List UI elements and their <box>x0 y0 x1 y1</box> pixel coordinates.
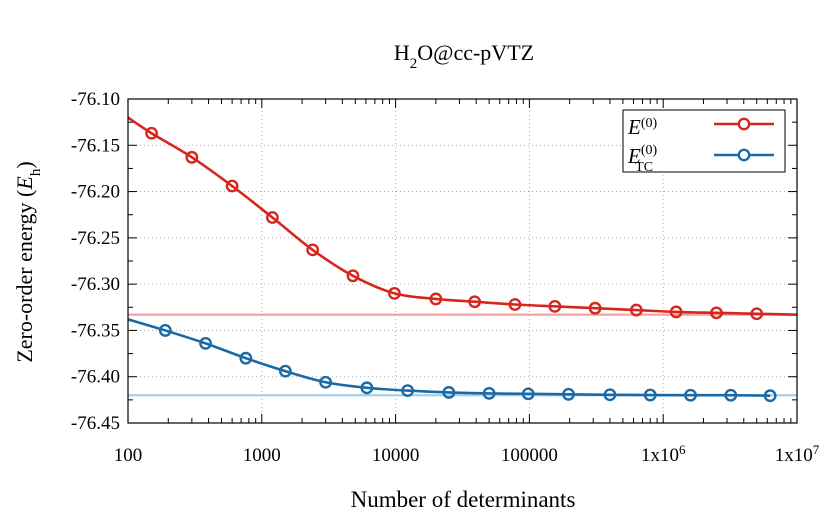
y-tick-label: -76.40 <box>71 367 120 388</box>
data-point <box>388 286 401 300</box>
series-0 <box>127 116 798 321</box>
data-point <box>643 388 657 402</box>
reference-lines <box>128 313 797 397</box>
legend: E(0) E(0) TC <box>622 109 786 175</box>
legend-symbol-e0 <box>714 117 774 131</box>
y-tick-label: -76.15 <box>71 135 120 156</box>
y-tick-label: -76.10 <box>71 89 120 110</box>
x-tick-label: 1x106 <box>641 442 686 467</box>
data-point <box>763 389 777 403</box>
data-point <box>750 307 764 321</box>
data-point <box>629 303 643 317</box>
series-1 <box>127 318 777 403</box>
y-tick-label: -76.45 <box>71 413 120 434</box>
data-point <box>265 211 279 224</box>
legend-symbol-etc <box>714 148 774 162</box>
data-point <box>724 388 738 402</box>
data-point <box>185 150 199 164</box>
data-point <box>346 269 360 283</box>
data-point <box>239 351 253 365</box>
x-tick-labels: 100 1000 10000 100000 1x106 1x107 <box>114 442 820 467</box>
legend-box <box>622 109 786 173</box>
data-point <box>429 292 443 306</box>
series-layer <box>127 116 798 403</box>
data-point <box>508 298 522 311</box>
x-tick-label: 1x107 <box>775 442 820 467</box>
series-line <box>127 318 771 397</box>
axis-ticks <box>127 98 798 424</box>
x-axis-label: Number of determinants <box>351 487 576 512</box>
chart-title: H2O@cc-pVTZ <box>394 40 534 72</box>
y-tick-label: -76.35 <box>71 320 120 341</box>
data-point <box>482 386 496 400</box>
data-point <box>278 364 292 378</box>
y-tick-label: -76.30 <box>71 274 120 295</box>
data-point <box>548 299 562 313</box>
data-point <box>588 301 602 315</box>
data-point <box>562 387 575 401</box>
data-point <box>669 305 683 319</box>
data-point <box>401 384 415 397</box>
y-axis-label: Zero-order energy (Eh) <box>12 161 44 362</box>
series-line <box>127 116 798 316</box>
data-point <box>603 388 617 402</box>
data-point <box>319 375 333 389</box>
x-tick-label: 100000 <box>501 445 558 466</box>
y-tick-labels: -76.10 -76.15 -76.20 -76.25 -76.30 -76.35 -76.… <box>71 89 120 434</box>
data-point <box>199 336 212 350</box>
data-point <box>468 295 482 309</box>
legend-label-e0: E(0) <box>627 115 657 139</box>
data-point <box>521 387 535 401</box>
x-tick-label: 10000 <box>372 445 420 466</box>
legend-label-etc: E(0) TC <box>627 143 657 175</box>
data-point <box>225 179 239 193</box>
data-point <box>158 324 172 337</box>
data-point <box>442 386 456 399</box>
legend-marker <box>737 148 751 162</box>
y-tick-label: -76.25 <box>71 228 120 249</box>
data-point <box>360 381 374 395</box>
data-point <box>710 306 723 320</box>
y-tick-label: -76.20 <box>71 182 120 203</box>
data-point <box>306 243 320 257</box>
x-tick-label: 1000 <box>243 445 281 466</box>
legend-marker <box>737 117 751 131</box>
x-tick-label: 100 <box>114 445 143 466</box>
data-point <box>684 388 697 402</box>
data-point <box>145 126 158 140</box>
